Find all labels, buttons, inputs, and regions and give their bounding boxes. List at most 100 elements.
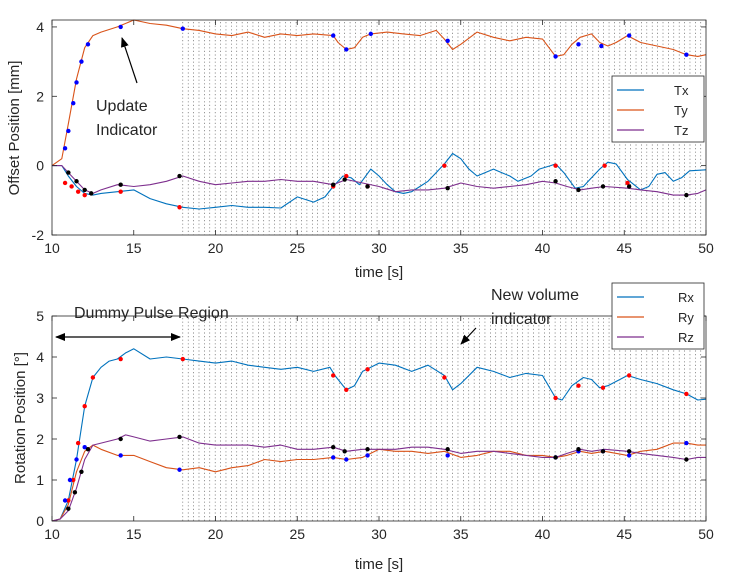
update-marker-ty: [118, 24, 123, 30]
update-marker-rx: [82, 404, 87, 409]
update-marker-ty: [180, 26, 185, 31]
update-marker-rx: [75, 440, 81, 446]
update-marker-tx: [82, 192, 87, 198]
update-marker-tz: [66, 170, 71, 175]
update-marker-rx: [118, 356, 123, 362]
update-indicator-annotation: Update Indicator: [96, 37, 158, 139]
y-axis-label: Rotation Position [°]: [12, 352, 29, 484]
plot-area: [52, 316, 706, 521]
annotation-text-line-1: Update: [96, 98, 148, 115]
update-marker-ry: [684, 440, 689, 446]
update-marker-rz: [626, 449, 632, 454]
update-markers: [62, 356, 689, 511]
update-marker-ry: [365, 453, 370, 458]
new-volume-annotation: New volume indicator: [460, 287, 579, 345]
series-line-rz: [51, 434, 706, 522]
update-marker-tx: [177, 205, 182, 210]
x-tick-label: 35: [453, 526, 469, 542]
update-marker-rx: [365, 367, 370, 372]
update-marker-rz: [445, 447, 450, 452]
x-tick-label: 10: [44, 240, 60, 256]
update-marker-tz: [365, 184, 370, 189]
update-marker-tz: [445, 185, 450, 191]
series-line-tz: [52, 165, 707, 196]
update-marker-tz: [118, 182, 123, 187]
update-marker-rz: [553, 455, 558, 460]
update-marker-rx: [442, 375, 447, 380]
update-marker-ty: [626, 33, 632, 38]
update-marker-ty: [66, 128, 71, 134]
update-marker-ry: [331, 455, 336, 460]
annotation-arrow: [460, 327, 477, 345]
legend: Tx Ty Tz: [611, 75, 705, 143]
update-marker-ry: [67, 477, 73, 483]
x-tick-label: 45: [616, 240, 632, 256]
update-marker-rx: [90, 375, 96, 380]
update-marker-rz: [684, 457, 689, 462]
update-marker-rz: [365, 447, 370, 452]
update-marker-tz: [553, 179, 558, 184]
update-marker-rz: [342, 449, 347, 454]
update-marker-tz: [626, 184, 632, 189]
update-marker-ty: [684, 52, 689, 57]
update-marker-rz: [600, 449, 606, 454]
update-marker-tz: [177, 173, 182, 179]
dummy-pulse-annotation: Dummy Pulse Region: [55, 305, 229, 341]
x-axis-label: time [s]: [355, 556, 403, 573]
update-marker-rx: [684, 391, 689, 397]
update-marker-rz: [72, 490, 78, 495]
x-tick-label: 50: [698, 526, 714, 542]
update-marker-rx: [71, 477, 76, 483]
update-marker-tx: [602, 163, 607, 168]
series-line-ty: [51, 19, 707, 167]
update-marker-rz: [576, 447, 581, 452]
update-marker-rx: [576, 383, 581, 388]
volume-markers: [182, 22, 702, 235]
x-tick-label: 20: [208, 526, 224, 542]
x-tick-label: 10: [44, 526, 60, 542]
x-tick-label: 35: [453, 240, 469, 256]
plot-area: [52, 20, 706, 235]
legend: Rx Ry Rz: [611, 282, 705, 350]
update-marker-tz: [331, 182, 336, 187]
update-marker-rx: [553, 395, 558, 401]
x-tick-label: 20: [208, 240, 224, 256]
update-marker-tx: [69, 184, 74, 189]
x-tick-label: 50: [698, 240, 714, 256]
update-marker-ty: [74, 80, 79, 85]
legend-label-rz: Rz: [678, 330, 694, 345]
y-tick-label: 2: [36, 88, 44, 104]
x-tick-label: 25: [289, 240, 305, 256]
update-marker-tx: [553, 163, 558, 168]
y-tick-label: 1: [36, 472, 44, 488]
update-marker-ty: [344, 47, 349, 52]
update-marker-ty: [79, 59, 84, 64]
update-marker-ry: [82, 445, 87, 450]
legend-label-tz: Tz: [674, 123, 688, 138]
update-marker-rz: [66, 506, 71, 511]
update-marker-rx: [180, 356, 185, 362]
annotation-text-line-1: New volume: [491, 287, 579, 304]
y-axis-label: Offset Position [mm]: [6, 61, 23, 196]
update-marker-rx: [66, 498, 71, 503]
update-marker-tz: [74, 179, 79, 184]
volume-markers: [182, 318, 702, 521]
update-marker-tx: [62, 180, 68, 186]
update-markers: [62, 24, 689, 210]
update-marker-ry: [445, 453, 450, 458]
x-tick-label: 25: [289, 526, 305, 542]
x-axis-label: time [s]: [355, 264, 403, 281]
update-marker-ty: [331, 33, 336, 38]
update-marker-rz: [177, 434, 182, 440]
x-tick-label: 30: [371, 240, 387, 256]
update-marker-ty: [553, 54, 558, 59]
update-marker-ty: [599, 43, 604, 49]
legend-box: [611, 282, 705, 350]
update-marker-ry: [74, 457, 79, 462]
tick-labels: 10 15 20 25 30 35 40 45 50 -2 0 2 4: [32, 19, 714, 256]
update-marker-ty: [445, 38, 450, 44]
update-marker-ry: [177, 467, 182, 472]
annotation-text-line-2: indicator: [491, 311, 552, 328]
